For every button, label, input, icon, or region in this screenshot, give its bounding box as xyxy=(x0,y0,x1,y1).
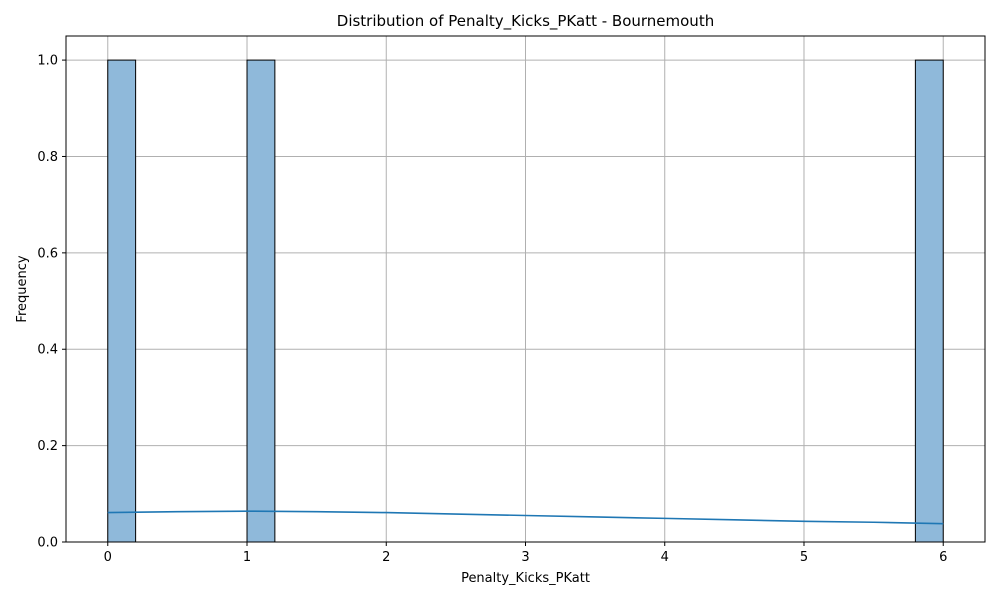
histogram-bar xyxy=(107,59,137,543)
kde-curve xyxy=(107,510,944,525)
y-tick-label: 0.2 xyxy=(37,439,58,454)
x-tick-label: 0 xyxy=(104,550,112,565)
histogram-bar xyxy=(246,59,276,543)
kde-curve-group xyxy=(107,510,944,525)
x-tick-label: 3 xyxy=(521,550,529,565)
x-tick-label: 6 xyxy=(939,550,947,565)
x-tick-label: 1 xyxy=(243,550,251,565)
y-tick-label: 0.0 xyxy=(37,536,58,551)
y-tick-label: 0.4 xyxy=(37,343,58,358)
chart-title: Distribution of Penalty_Kicks_PKatt - Bo… xyxy=(337,12,714,31)
y-tick-label: 1.0 xyxy=(37,54,58,69)
y-axis-label: Frequency xyxy=(15,255,30,322)
x-tick-label: 5 xyxy=(800,550,808,565)
y-tick-label: 0.8 xyxy=(37,150,58,165)
x-tick-label: 4 xyxy=(661,550,669,565)
x-axis-label: Penalty_Kicks_PKatt xyxy=(461,571,590,586)
histogram-bar xyxy=(914,59,944,543)
y-tick-label: 0.6 xyxy=(37,246,58,261)
x-tick-label: 2 xyxy=(382,550,390,565)
grid-lines xyxy=(66,36,985,543)
axis-ticks: 0 1 2 3 4 5 6 0.0 0.2 0.4 0.6 0.8 1.0 xyxy=(37,54,947,565)
histogram-bars xyxy=(107,59,944,543)
